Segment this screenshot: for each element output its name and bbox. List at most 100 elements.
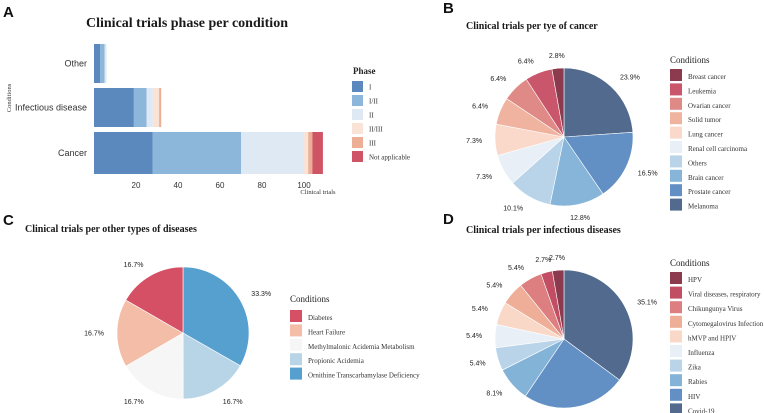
chart-d-legend-label-hpv: HPV: [688, 276, 702, 284]
chart-d-label-influenza: 5.4%: [466, 333, 482, 340]
chart-b-label-prostate-cancer: 16.5%: [638, 170, 658, 177]
chart-a-bar-infectious-disease-ii-iii: [152, 88, 160, 127]
chart-d-legend-swatch-rabies: [670, 374, 682, 387]
chart-d-slice-hpv: [551, 269, 565, 340]
chart-a-legend-swatch-ii: [352, 109, 363, 120]
chart-c-legend-label-diabetes: Diabetes: [308, 314, 333, 322]
chart-d-legend-label-chikungunya-virus: Chikungunya Virus: [688, 305, 743, 313]
chart-d-legend-label-viral-diseases-respiratory: Viral diseases, respiratory: [688, 291, 761, 299]
chart-b-legend-label-breast-cancer: Breast cancer: [688, 73, 727, 81]
chart-b-legend-label-solid-tumor: Solid tumor: [688, 116, 722, 124]
chart-b-label-leukemia: 6.4%: [518, 58, 534, 65]
chart-a-legend-label-i: I: [369, 84, 372, 92]
chart-b-legend-swatch-leukemia: [670, 83, 682, 96]
chart-c-slice-diabetes: [125, 266, 184, 334]
chart-a-xtick-80: 80: [258, 181, 267, 190]
chart-d-legend-swatch-hpv: [670, 272, 682, 284]
chart-c-legend-label-ornithine-transcarbamylase-deficiency: Ornithine Transcarbamylase Deficiency: [308, 372, 420, 380]
chart-c-title: Clinical trials per other types of disea…: [25, 224, 197, 235]
chart-a-bar-cancer-i: [94, 132, 153, 174]
chart-b-label-brain-cancer: 12.8%: [570, 215, 590, 222]
chart-a-legend-swatch-iii: [352, 137, 363, 148]
chart-d-legend-label-covid-19: Covid-19: [688, 407, 715, 413]
chart-a-legend-title: Phase: [353, 66, 376, 76]
chart-c-slice-methylmalonic-acidemia-metabolism: [125, 332, 184, 400]
chart-c-label-diabetes: 16.7%: [124, 262, 144, 269]
chart-d-slice-covid-19: [563, 269, 634, 381]
chart-a-legend-label-i-ii: I/II: [369, 98, 379, 106]
chart-d-legend-swatch-cytomegalovirus-infection: [670, 315, 682, 328]
chart-b-legend-swatch-renal-cell-carcinoma: [670, 141, 682, 153]
chart-a-bar-other-i-ii: [100, 44, 105, 83]
chart-c-label-propionic-acidemia: 16.7%: [223, 399, 243, 406]
chart-c-legend-title: Conditions: [290, 294, 330, 304]
chart-d-label-zika: 5.4%: [470, 361, 486, 368]
chart-b-label-renal-cell-carcinoma: 7.3%: [476, 174, 492, 181]
chart-a-bar-other-i: [94, 44, 101, 83]
chart-a-bar-cancer-not-applicable: [312, 132, 323, 174]
chart-b-legend-swatch-solid-tumor: [670, 112, 682, 125]
chart-b-legend-swatch-lung-cancer: [670, 126, 682, 139]
panel-letter-d: D: [443, 211, 454, 228]
panel-letter-b: B: [443, 0, 454, 17]
chart-d-label-hmvp-and-hpiv: 5.4%: [472, 306, 488, 313]
chart-c-legend-swatch-propionic-acidemia: [290, 353, 302, 366]
chart-b-legend-swatch-ovarian-cancer: [670, 97, 682, 110]
chart-d-legend-label-zika: Zika: [688, 364, 702, 372]
chart-c-label-methylmalonic-acidemia-metabolism: 16.7%: [124, 399, 144, 406]
chart-b-slice-melanoma: [563, 67, 634, 138]
chart-a-bar-cancer-ii: [241, 132, 304, 174]
panel-c-pie-chart: Clinical trials per other types of disea…: [25, 224, 420, 406]
chart-b-legend-label-leukemia: Leukemia: [688, 87, 717, 95]
chart-b-slice-prostate-cancer: [563, 132, 634, 195]
chart-b-label-others: 10.1%: [503, 206, 523, 213]
chart-a-legend-label-ii: II: [369, 112, 374, 120]
chart-b-legend-label-brain-cancer: Brain cancer: [688, 174, 724, 182]
chart-b-legend-swatch-prostate-cancer: [670, 184, 682, 197]
chart-d-legend-swatch-chikungunya-virus: [670, 301, 682, 314]
panel-letter-c: C: [3, 212, 14, 229]
chart-c-slice-ornithine-transcarbamylase-deficiency: [182, 266, 250, 367]
chart-b-legend-title: Conditions: [670, 55, 710, 65]
chart-d-label-rabies: 8.1%: [486, 391, 502, 398]
chart-b-legend-swatch-others: [670, 155, 682, 168]
chart-a-category-cancer: Cancer: [58, 148, 87, 158]
chart-d-label-cytomegalovirus-infection: 5.4%: [486, 282, 502, 289]
chart-d-legend-swatch-influenza: [670, 345, 682, 357]
chart-b-legend-label-melanoma: Melanoma: [688, 203, 719, 211]
chart-d-legend-swatch-hmvp-and-hpiv: [670, 330, 682, 343]
chart-a-bar-other-ii: [104, 44, 107, 83]
chart-a-legend-label-not-applicable: Not applicable: [369, 154, 410, 162]
chart-b-label-lung-cancer: 7.3%: [466, 138, 482, 145]
chart-c-legend-label-heart-failure: Heart Failure: [308, 328, 345, 336]
chart-d-legend-swatch-covid-19: [670, 403, 682, 413]
chart-a-xtick-20: 20: [132, 181, 141, 190]
chart-a-title: Clinical trials phase per condition: [86, 16, 288, 31]
chart-d-legend-swatch-hiv: [670, 388, 682, 401]
chart-d-label-covid-19: 35.1%: [637, 300, 657, 307]
chart-b-legend-label-others: Others: [688, 159, 707, 167]
chart-a-category-infectious-disease: Infectious disease: [15, 103, 87, 113]
chart-b-label-ovarian-cancer: 6.4%: [490, 76, 506, 83]
panel-b-pie-chart: Clinical trials per tye of cancer Condit…: [466, 21, 748, 222]
chart-b-label-melanoma: 23.9%: [620, 75, 640, 82]
chart-c-slice-heart-failure: [116, 299, 184, 367]
chart-c-label-ornithine-transcarbamylase-deficiency: 33.3%: [251, 291, 271, 298]
chart-d-legend-label-cytomegalovirus-infection: Cytomegalovirus Infection: [688, 320, 764, 328]
chart-a-bar-infectious-disease-i-ii: [133, 88, 147, 127]
chart-a-legend-swatch-i: [352, 81, 363, 92]
chart-d-legend-label-rabies: Rabies: [688, 378, 707, 386]
chart-b-legend-swatch-brain-cancer: [670, 169, 682, 182]
chart-d-legend-label-hmvp-and-hpiv: hMVP and HPIV: [688, 334, 736, 342]
chart-d-slice-hiv: [524, 338, 620, 409]
chart-c-legend-swatch-ornithine-transcarbamylase-deficiency: [290, 367, 302, 380]
chart-a-legend-swatch-ii-iii: [352, 123, 363, 134]
chart-a-ylabel: Conditions: [6, 83, 13, 112]
chart-a-xlabel: Clinical trials: [300, 189, 336, 196]
chart-c-legend-swatch-diabetes: [290, 310, 302, 322]
chart-a-xtick-40: 40: [174, 181, 183, 190]
chart-a-category-other: Other: [64, 59, 87, 69]
chart-a-bar-cancer-iii: [308, 132, 313, 174]
chart-b-slice-brain-cancer: [549, 136, 604, 207]
